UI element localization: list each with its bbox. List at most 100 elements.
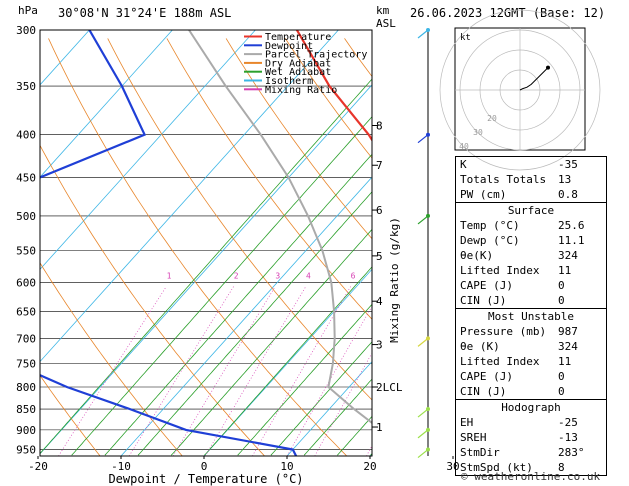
wet-adiabat [171, 228, 372, 456]
legend-swatch [244, 44, 262, 47]
hodograph-ring-label: 40 [459, 142, 469, 151]
mu-row: CIN (J) 0 [460, 385, 565, 398]
credit-text: © weatheronline.co.uk [461, 470, 601, 483]
mixing-ratio-label: 4 [306, 271, 311, 280]
surface-row: CIN (J) 0 [460, 294, 565, 307]
isotherm [40, 30, 173, 178]
mixing-ratio-label: 6 [351, 271, 356, 280]
x-axis-label: Dewpoint / Temperature (°C) [108, 472, 303, 486]
legend-item: Parcel Trajectory [265, 50, 367, 61]
pressure-tick-label: 800 [16, 381, 36, 394]
wind-barb [417, 215, 429, 225]
pressure-tick-label: 700 [16, 332, 36, 345]
wind-barb-dot [426, 28, 430, 32]
mixing-ratio-line [252, 286, 351, 456]
pressure-tick-label: 850 [16, 403, 36, 416]
surface-title: Surface [456, 202, 606, 218]
plot-frame [39, 29, 373, 457]
wet-adiabat [303, 378, 372, 456]
height-tick-label: 1 [376, 421, 383, 434]
legend-item: Dewpoint [265, 41, 313, 52]
legend-item: Temperature [265, 32, 331, 43]
wind-barb [417, 449, 429, 459]
wet-adiabat [204, 266, 372, 456]
temperature-tick-label: 20 [363, 460, 376, 473]
mixing-ratio-label: 1 [167, 271, 172, 280]
pressure-tick-label: 600 [16, 276, 36, 289]
mixing-ratio-label: 3 [275, 271, 280, 280]
series-parcel-trajectory [188, 30, 372, 425]
legend-swatch [244, 79, 262, 82]
mixing-ratio-line [128, 286, 234, 456]
height-tick-label: 4 [376, 295, 383, 308]
dry-adiabat [40, 262, 183, 456]
mixing-ratio-axis-label: Mixing Ratio (g/kg) [388, 217, 401, 343]
hodo-row: StmSpd (kt) 8 [460, 461, 565, 474]
pressure-tick-label: 950 [16, 444, 36, 457]
height-tick-label: 5 [376, 250, 383, 263]
wind-barb [417, 29, 429, 39]
wet-adiabat [137, 191, 372, 456]
dry-adiabat [40, 144, 265, 456]
surface-row: CAPE (J) 0 [460, 279, 565, 292]
temperature-tick-label: 10 [280, 460, 293, 473]
hodo-row: SREH -13 [460, 431, 578, 444]
isotherm [40, 30, 339, 363]
mixing-ratio-line [204, 286, 307, 456]
wind-barb-dot [426, 213, 430, 218]
legend-item: Dry Adiabat [265, 58, 331, 69]
series-dewpoint [40, 30, 298, 456]
legend-swatch [244, 70, 262, 73]
mixing-ratio-line [172, 286, 276, 456]
height-tick-label: 8 [376, 119, 383, 132]
wind-barb-dot [426, 447, 430, 452]
hodograph-ring [439, 9, 601, 171]
index-row-totals: Totals Totals 13 [460, 173, 572, 186]
legend-item: Isotherm [265, 76, 313, 87]
pressure-tick-label: 450 [16, 172, 36, 185]
pressure-tick-label: 500 [16, 210, 36, 223]
index-row-pw: PW (cm) 0.8 [460, 188, 578, 201]
pressure-tick-label: 300 [16, 24, 36, 37]
legend-swatch [244, 61, 262, 64]
wet-adiabat [104, 153, 372, 456]
legend-item: Mixing Ratio [265, 85, 337, 96]
pressure-tick-label: 550 [16, 245, 36, 258]
legend-swatch [244, 35, 262, 38]
dry-adiabat [166, 38, 372, 320]
isotherm [40, 84, 372, 455]
hodo-row: StmDir 283° [460, 446, 585, 459]
location-header: 30°08'N 31°24'E 188m ASL [58, 6, 232, 20]
isotherm [120, 176, 372, 456]
pressure-tick-label: 750 [16, 358, 36, 371]
wind-barb [417, 408, 429, 418]
index-row-k: K -35 [460, 158, 578, 171]
mixing-ratio-label: 10 [407, 271, 417, 280]
mu-row: Pressure (mb) 987 [460, 325, 578, 338]
hodograph-ring-label: 20 [487, 114, 497, 123]
temperature-tick-label: -10 [111, 460, 131, 473]
isotherm [0, 30, 6, 456]
temperature-tick-label: 0 [201, 460, 208, 473]
surface-row: Dewp (°C) 11.1 [460, 234, 585, 247]
height-tick-label: 7 [376, 159, 383, 172]
mixing-ratio-label: 2 [234, 271, 239, 280]
hodo-row: EH -25 [460, 416, 578, 429]
most-unstable-title: Most Unstable [456, 308, 606, 324]
datetime-header: 26.06.2023 12GMT (Base: 12) [410, 6, 606, 20]
height-axis-unit: km [376, 4, 390, 17]
wind-barb [417, 134, 429, 144]
isotherm [203, 268, 372, 456]
height-tick-label: 2LCL [376, 381, 403, 394]
surface-row: Lifted Index 11 [460, 264, 572, 277]
hodograph-unit: kt [460, 33, 471, 43]
wind-barb-dot [426, 407, 430, 412]
hodograph-table-title: Hodograph [456, 399, 606, 415]
temperature-tick-label: 30 [446, 460, 459, 473]
mixing-ratio-line [58, 286, 167, 456]
dry-adiabat [40, 374, 101, 456]
mixing-ratio-line [286, 305, 372, 456]
surface-row: Temp (°C) 25.6 [460, 219, 585, 232]
height-axis-unit: ASL [376, 17, 396, 30]
